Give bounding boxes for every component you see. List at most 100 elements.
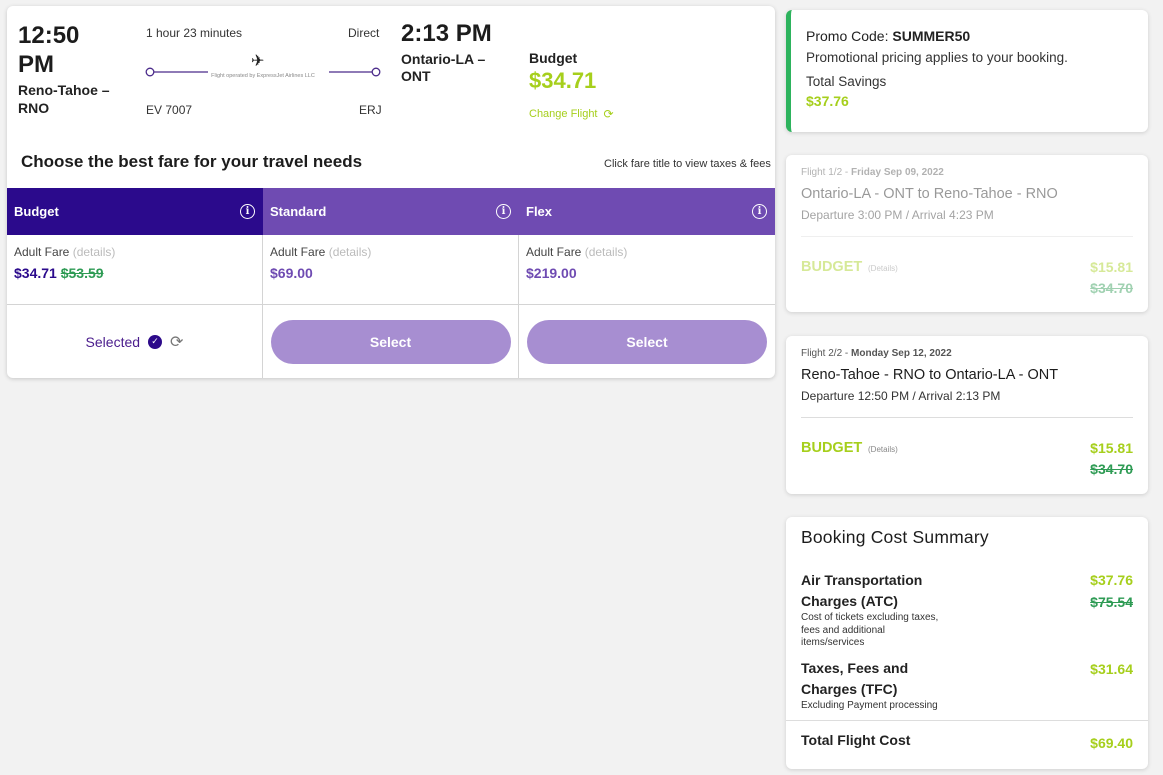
select-standard-button[interactable]: Select bbox=[270, 319, 511, 364]
segment-card-2: Flight 2/2 - Monday Sep 12, 2022 Reno-Ta… bbox=[786, 336, 1148, 494]
arrival-city: Ontario-LA – ONT bbox=[401, 51, 486, 84]
adult-fare-text: Adult Fare bbox=[270, 245, 326, 259]
refresh-icon[interactable]: ⟳ bbox=[170, 332, 184, 351]
fare-price: $219.00 bbox=[526, 265, 577, 281]
fare-hint: Click fare title to view taxes & fees bbox=[604, 158, 771, 170]
fare-title: Budget bbox=[14, 204, 59, 219]
fare-column-standard: Standard i Adult Fare (details) $69.00 S… bbox=[263, 188, 519, 378]
airplane-icon: ✈ bbox=[251, 53, 265, 70]
segment-date: Monday Sep 12, 2022 bbox=[851, 348, 952, 359]
segment-times: Departure 3:00 PM / Arrival 4:23 PM bbox=[801, 208, 994, 222]
segment-fare-name: BUDGET bbox=[801, 259, 863, 275]
summary-title: Booking Cost Summary bbox=[801, 527, 989, 547]
segment-date: Friday Sep 09, 2022 bbox=[851, 167, 944, 178]
atc-old-value: $75.54 bbox=[1090, 594, 1133, 610]
segment-details-link[interactable]: (Details) bbox=[868, 445, 898, 454]
fare-table: Budget i Adult Fare (details) $34.71 $53… bbox=[7, 188, 775, 378]
adult-fare-label: Adult Fare (details) bbox=[14, 245, 255, 259]
fare-header-standard[interactable]: Standard i bbox=[263, 188, 519, 235]
divider bbox=[801, 236, 1133, 237]
segment-number: Flight 2/2 - bbox=[801, 348, 849, 359]
fare-footer-standard: Select bbox=[263, 305, 519, 378]
segment-price: $15.81 bbox=[1090, 440, 1133, 456]
details-link[interactable]: (details) bbox=[584, 245, 628, 259]
fare-column-flex: Flex i Adult Fare (details) $219.00 Sele… bbox=[519, 188, 775, 378]
adult-fare-label: Adult Fare (details) bbox=[526, 245, 768, 259]
fare-column-budget: Budget i Adult Fare (details) $34.71 $53… bbox=[7, 188, 263, 378]
tfc-subtitle: Excluding Payment processing bbox=[801, 700, 938, 711]
selected-fare-price: $34.71 bbox=[529, 68, 597, 93]
flight-stops: Direct bbox=[348, 26, 380, 40]
atc-subtitle: Cost of tickets excluding taxes, fees an… bbox=[801, 612, 939, 648]
total-savings-value: $37.76 bbox=[806, 93, 849, 109]
aircraft-type: ERJ bbox=[359, 103, 382, 117]
fare-title: Standard bbox=[270, 204, 327, 219]
operated-by: Flight operated by ExpressJet Airlines L… bbox=[211, 73, 315, 79]
route-line-graphic bbox=[145, 67, 381, 77]
segment-card-1: Flight 1/2 - Friday Sep 09, 2022 Ontario… bbox=[786, 155, 1148, 312]
fare-price-line: $34.71 $53.59 bbox=[14, 265, 255, 281]
total-savings-label: Total Savings bbox=[806, 74, 887, 89]
selected-indicator: Selected ✓ ⟳ bbox=[86, 332, 184, 351]
segment-times: Departure 12:50 PM / Arrival 2:13 PM bbox=[801, 389, 1001, 403]
segment-details-link[interactable]: (Details) bbox=[868, 264, 898, 273]
selected-label: Selected bbox=[85, 333, 141, 350]
fare-old-price: $53.59 bbox=[60, 265, 104, 281]
segment-number: Flight 1/2 - bbox=[801, 167, 849, 178]
atc-value: $37.76 bbox=[1090, 572, 1133, 588]
fare-title: Flex bbox=[526, 204, 553, 219]
promo-code-label: Promo Code: bbox=[806, 28, 889, 44]
fare-footer-flex: Select bbox=[519, 305, 775, 378]
details-link[interactable]: (details) bbox=[328, 245, 372, 259]
info-icon[interactable]: i bbox=[752, 204, 767, 219]
flight-card: 12:50 PM Reno-Tahoe – RNO 1 hour 23 minu… bbox=[7, 6, 775, 378]
segment-route: Ontario-LA - ONT to Reno-Tahoe - RNO bbox=[801, 186, 1058, 202]
selected-fare-name: Budget bbox=[529, 50, 578, 66]
route-line: ✈ Flight operated by ExpressJet Airlines… bbox=[145, 51, 381, 91]
change-flight-label: Change Flight bbox=[529, 108, 598, 120]
arrival-time: 2:13 PM bbox=[401, 20, 492, 47]
fare-price: $34.71 bbox=[14, 265, 57, 281]
promo-code-value: SUMMER50 bbox=[892, 28, 971, 44]
fare-price-line: $69.00 bbox=[270, 265, 511, 281]
departure-time: 12:50 PM bbox=[18, 22, 80, 78]
segment-old-price: $34.70 bbox=[1090, 461, 1133, 477]
fare-choice-title: Choose the best fare for your travel nee… bbox=[21, 152, 363, 171]
atc-title: Air Transportation Charges (ATC) bbox=[801, 572, 923, 609]
adult-fare-label: Adult Fare (details) bbox=[270, 245, 511, 259]
flight-duration: 1 hour 23 minutes bbox=[146, 26, 243, 40]
total-title: Total Flight Cost bbox=[801, 732, 911, 748]
segment-content: Flight 1/2 - Friday Sep 09, 2022 Ontario… bbox=[786, 155, 1148, 296]
segment-old-price: $34.70 bbox=[1090, 280, 1133, 296]
adult-fare-text: Adult Fare bbox=[14, 245, 70, 259]
details-link[interactable]: (details) bbox=[72, 245, 116, 259]
flight-number: EV 7007 bbox=[146, 103, 193, 117]
segment-fare-row: BUDGET (Details) $15.81 $34.70 bbox=[801, 418, 1133, 477]
booking-summary-card: Booking Cost Summary Air Transportation … bbox=[786, 517, 1148, 769]
info-icon[interactable]: i bbox=[496, 204, 511, 219]
divider bbox=[801, 417, 1133, 418]
adult-fare-text: Adult Fare bbox=[526, 245, 582, 259]
promo-description: Promotional pricing applies to your book… bbox=[806, 50, 1068, 65]
segment-fare-name: BUDGET bbox=[801, 440, 863, 456]
promo-code-line: Promo Code: SUMMER50 bbox=[806, 28, 1148, 44]
segment-route: Reno-Tahoe - RNO to Ontario-LA - ONT bbox=[801, 367, 1059, 383]
check-circle-icon: ✓ bbox=[148, 334, 163, 349]
select-flex-button[interactable]: Select bbox=[527, 319, 767, 364]
fare-body-standard: Adult Fare (details) $69.00 bbox=[263, 235, 519, 305]
info-icon[interactable]: i bbox=[240, 204, 255, 219]
total-value: $69.40 bbox=[1090, 735, 1133, 751]
segment-fare-row: BUDGET (Details) $15.81 $34.70 bbox=[801, 237, 1133, 296]
fare-footer-budget: Selected ✓ ⟳ bbox=[7, 305, 263, 378]
segment-content: Flight 2/2 - Monday Sep 12, 2022 Reno-Ta… bbox=[786, 336, 1148, 477]
fare-price: $69.00 bbox=[270, 265, 313, 281]
change-flight-link[interactable]: Change Flight ⟳ bbox=[529, 107, 614, 121]
segment-header: Flight 2/2 - Monday Sep 12, 2022 bbox=[801, 348, 1133, 359]
fare-header-flex[interactable]: Flex i bbox=[519, 188, 775, 235]
tfc-title: Taxes, Fees and Charges (TFC) bbox=[801, 660, 909, 697]
segment-header: Flight 1/2 - Friday Sep 09, 2022 bbox=[801, 167, 1133, 178]
segment-price: $15.81 bbox=[1090, 259, 1133, 275]
fare-header-budget[interactable]: Budget i bbox=[7, 188, 263, 235]
fare-body-flex: Adult Fare (details) $219.00 bbox=[519, 235, 775, 305]
fare-price-line: $219.00 bbox=[526, 265, 768, 281]
